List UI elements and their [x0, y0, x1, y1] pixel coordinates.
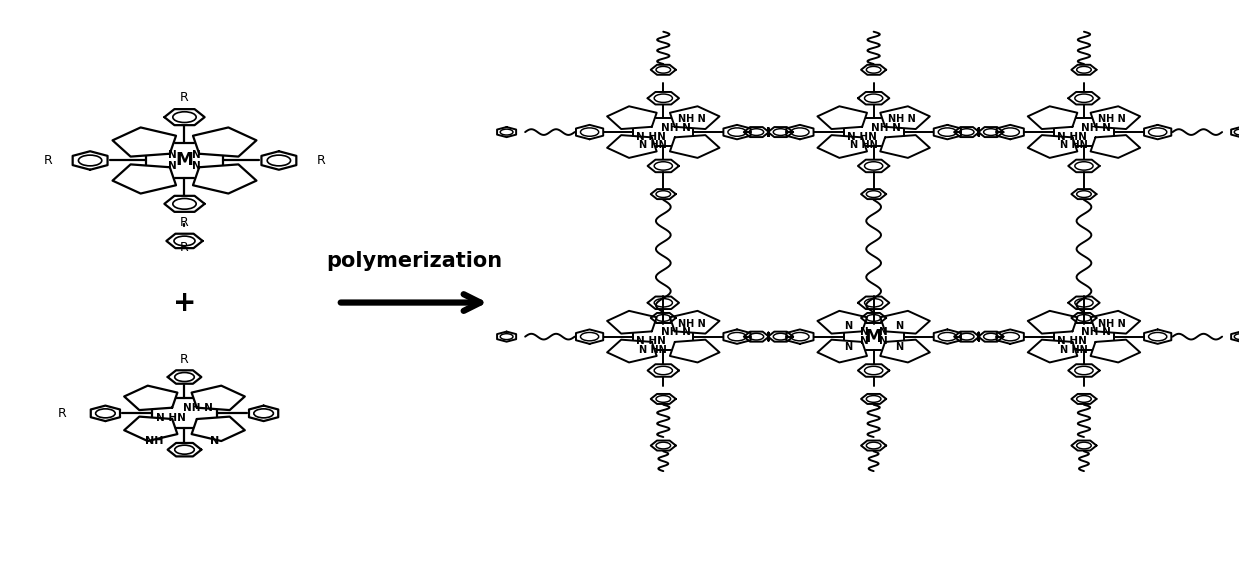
- Text: NH: NH: [145, 436, 164, 446]
- Text: NH N: NH N: [661, 123, 691, 132]
- Text: R: R: [180, 91, 188, 104]
- Text: polymerization: polymerization: [326, 251, 502, 271]
- Text: NH N: NH N: [1099, 114, 1126, 124]
- Text: NH N: NH N: [1081, 327, 1111, 337]
- Text: N HN: N HN: [640, 140, 667, 150]
- Text: R: R: [180, 241, 188, 254]
- Text: R: R: [180, 352, 188, 365]
- Text: NH N: NH N: [678, 114, 706, 124]
- Text: N: N: [169, 150, 177, 160]
- Text: N HN: N HN: [156, 413, 186, 423]
- Text: R: R: [180, 216, 188, 230]
- Text: N: N: [879, 327, 888, 337]
- Text: R: R: [317, 154, 326, 167]
- Text: +: +: [172, 288, 196, 316]
- Text: N HN: N HN: [1056, 132, 1086, 142]
- Text: N: N: [895, 321, 903, 331]
- Text: R: R: [57, 407, 66, 420]
- Text: N: N: [859, 327, 868, 337]
- Text: N: N: [192, 150, 201, 160]
- Text: N HN: N HN: [1060, 345, 1087, 355]
- Text: N: N: [844, 342, 852, 352]
- Text: N HN: N HN: [847, 132, 877, 142]
- Text: N HN: N HN: [636, 336, 666, 346]
- Text: N HN: N HN: [849, 140, 878, 150]
- Text: NH N: NH N: [678, 319, 706, 328]
- Text: M: M: [864, 328, 883, 345]
- Text: N HN: N HN: [1060, 140, 1087, 150]
- Text: N: N: [859, 336, 868, 346]
- Text: NH N: NH N: [182, 404, 212, 413]
- Text: N: N: [895, 342, 903, 352]
- Text: N: N: [192, 161, 201, 171]
- Text: N HN: N HN: [640, 345, 667, 355]
- Text: NH N: NH N: [1099, 319, 1126, 328]
- Text: NH N: NH N: [661, 327, 691, 337]
- Text: NH N: NH N: [870, 123, 900, 132]
- Text: N: N: [211, 436, 219, 446]
- Text: N: N: [844, 321, 852, 331]
- Text: R: R: [43, 154, 52, 167]
- Text: N: N: [169, 161, 177, 171]
- Text: N HN: N HN: [1056, 336, 1086, 346]
- Text: NH N: NH N: [1081, 123, 1111, 132]
- Text: NH N: NH N: [888, 114, 916, 124]
- Text: M: M: [176, 151, 193, 170]
- Text: N HN: N HN: [636, 132, 666, 142]
- Text: N: N: [879, 336, 888, 346]
